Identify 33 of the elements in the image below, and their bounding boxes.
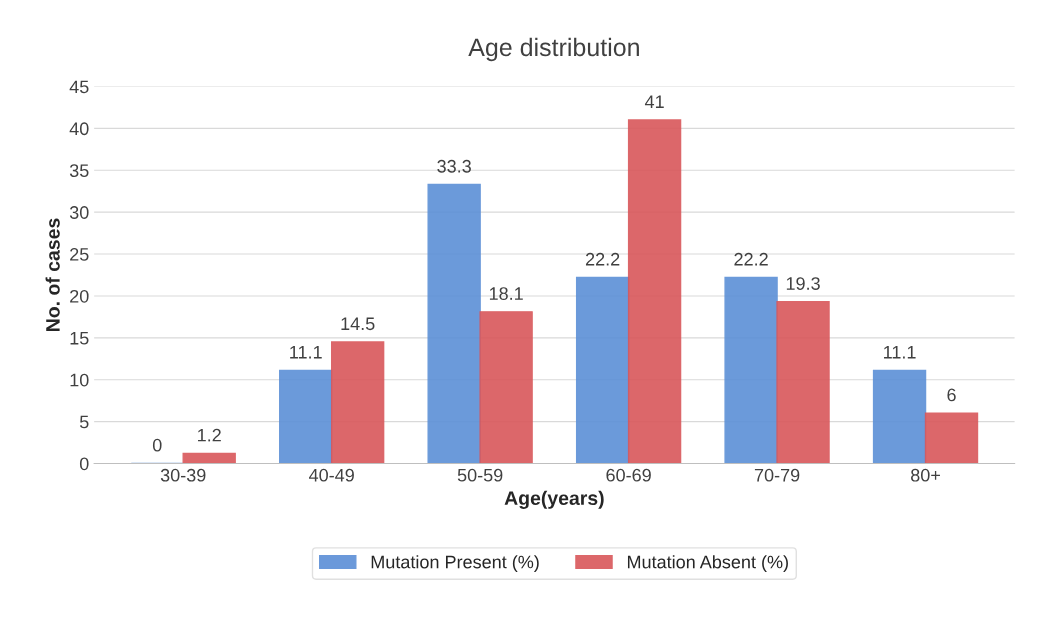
y-tick-label: 15 xyxy=(70,331,89,345)
data-label: 18.1 xyxy=(489,287,523,300)
data-label: 11.1 xyxy=(290,346,322,359)
y-tick-label: 35 xyxy=(69,164,89,178)
x-tick-label: 40-49 xyxy=(309,468,354,482)
data-label: 14.5 xyxy=(341,317,375,331)
data-label: 22.2 xyxy=(585,252,620,266)
y-tick-label: 30 xyxy=(69,206,89,219)
y-tick-label: 45 xyxy=(69,80,89,94)
x-tick-label: 80+ xyxy=(911,468,940,482)
x-axis-title: Age(years) xyxy=(504,490,604,509)
legend-label: Mutation Absent (%) xyxy=(627,555,788,572)
data-label: 41 xyxy=(644,95,664,108)
data-label: 6 xyxy=(947,388,956,402)
data-label: 22.2 xyxy=(734,252,768,266)
y-tick-label: 5 xyxy=(79,415,89,429)
x-tick-label: 70-79 xyxy=(754,468,800,482)
y-tick-label: 10 xyxy=(70,373,89,387)
y-tick-label: 40 xyxy=(69,122,89,136)
x-tick-label: 30-39 xyxy=(160,468,206,482)
data-label: 0 xyxy=(152,438,162,452)
legend-label: Mutation Present (%) xyxy=(371,555,539,572)
data-label: 1.2 xyxy=(198,428,221,442)
y-tick-label: 0 xyxy=(79,457,89,471)
data-label: 19.3 xyxy=(786,277,820,290)
data-label: 33.3 xyxy=(437,159,471,173)
x-tick-label: 60-69 xyxy=(606,468,651,482)
y-tick-label: 25 xyxy=(70,248,89,261)
data-label: 11.1 xyxy=(884,346,916,359)
x-tick-label: 50-59 xyxy=(457,468,503,482)
y-tick-label: 20 xyxy=(70,289,89,303)
chart-title: Age distribution xyxy=(468,37,639,62)
y-axis-title: No. of cases xyxy=(45,218,60,331)
